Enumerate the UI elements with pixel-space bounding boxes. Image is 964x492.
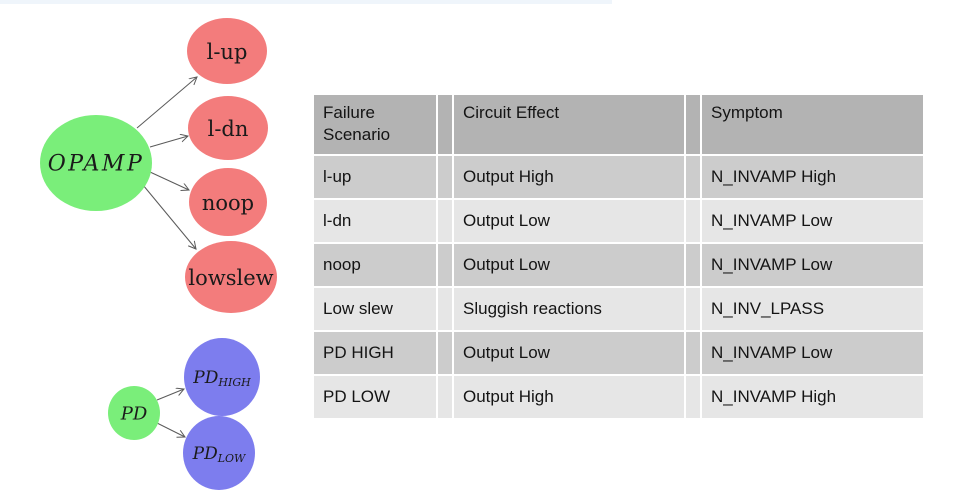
header-cell-failure-scenario: Failure Scenario xyxy=(314,95,436,154)
pdhigh-label-base: PD xyxy=(192,368,218,388)
row-spacer xyxy=(686,200,700,242)
lowslew-node xyxy=(185,241,277,313)
edge-pd-pdhigh xyxy=(156,389,184,401)
pdhigh-label-subscript: HIGH xyxy=(217,376,251,389)
pdlow-label-subscript: LOW xyxy=(217,452,247,465)
cell-effect: Output High xyxy=(454,376,684,418)
cell-symptom: N_INVAMP High xyxy=(702,376,923,418)
row-spacer xyxy=(686,332,700,374)
pdhigh-node xyxy=(184,338,260,416)
pd-node-label: PD xyxy=(120,404,148,425)
pdhigh-node-label: PDHIGH xyxy=(192,368,251,389)
edge-opamp-ldn xyxy=(149,136,188,148)
diagram-edges xyxy=(136,77,197,437)
pdlow-node-label: PDLOW xyxy=(192,444,247,465)
lup-node-label: l-up xyxy=(207,40,248,64)
row-spacer xyxy=(438,376,452,418)
cell-effect: Output Low xyxy=(454,244,684,286)
cell-scenario: noop xyxy=(314,244,436,286)
opamp-node-label: OPAMP xyxy=(48,152,145,177)
row-spacer xyxy=(686,376,700,418)
cell-scenario: l-dn xyxy=(314,200,436,242)
edge-opamp-noop xyxy=(149,171,189,190)
edge-opamp-lowslew xyxy=(142,184,196,249)
pdlow-node xyxy=(183,416,255,490)
cell-effect: Output Low xyxy=(454,200,684,242)
opamp-node xyxy=(40,115,152,211)
cell-symptom: N_INVAMP Low xyxy=(702,200,923,242)
cell-effect: Output High xyxy=(454,156,684,198)
lup-node xyxy=(187,18,267,84)
cell-scenario: PD LOW xyxy=(314,376,436,418)
header-cell-symptom: Symptom xyxy=(702,95,923,154)
pd-node xyxy=(108,386,160,440)
cell-symptom: N_INVAMP Low xyxy=(702,332,923,374)
header-cell-circuit-effect: Circuit Effect xyxy=(454,95,684,154)
row-spacer xyxy=(686,288,700,330)
cell-symptom: N_INVAMP High xyxy=(702,156,923,198)
failure-symptom-table: Failure Scenario Circuit Effect Symptom … xyxy=(314,95,923,418)
cell-scenario: Low slew xyxy=(314,288,436,330)
cell-symptom: N_INVAMP Low xyxy=(702,244,923,286)
window-top-edge-strip xyxy=(0,0,612,4)
row-spacer xyxy=(438,200,452,242)
cell-scenario: PD HIGH xyxy=(314,332,436,374)
cell-scenario: l-up xyxy=(314,156,436,198)
cell-effect: Output Low xyxy=(454,332,684,374)
cell-symptom: N_INV_LPASS xyxy=(702,288,923,330)
lowslew-node-label: lowslew xyxy=(188,266,273,290)
row-spacer xyxy=(438,288,452,330)
row-spacer xyxy=(438,332,452,374)
header-spacer-1 xyxy=(438,95,452,154)
header-spacer-2 xyxy=(686,95,700,154)
row-spacer xyxy=(438,156,452,198)
cell-effect: Sluggish reactions xyxy=(454,288,684,330)
ldn-node-label: l-dn xyxy=(208,117,249,141)
row-spacer xyxy=(438,244,452,286)
ldn-node xyxy=(188,96,268,160)
row-spacer xyxy=(686,156,700,198)
edge-pd-pdlow xyxy=(156,422,185,437)
edge-opamp-lup xyxy=(136,77,197,129)
fault-tree-diagram: OPAMP l-up l-dn noop lowslew PD PDHIGH P… xyxy=(40,18,277,490)
row-spacer xyxy=(686,244,700,286)
noop-node-label: noop xyxy=(202,191,254,215)
pdlow-label-base: PD xyxy=(192,444,218,464)
noop-node xyxy=(189,168,267,236)
